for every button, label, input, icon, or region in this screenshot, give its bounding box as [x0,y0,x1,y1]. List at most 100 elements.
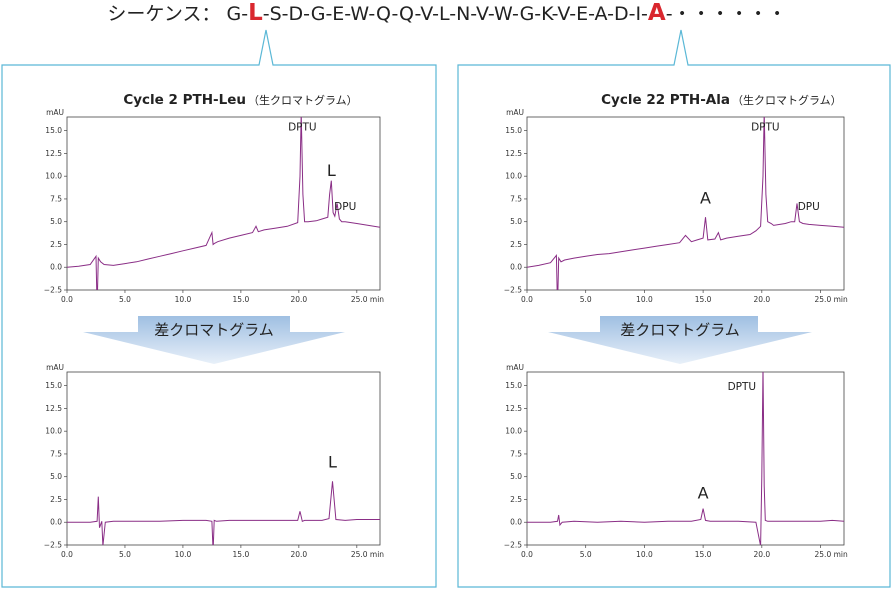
panel-frame-right [457,29,891,588]
y-tick-label: 15.0 [505,126,522,135]
peak-label: DPU [334,201,356,213]
y-tick-label: 0.0 [50,263,62,272]
y-tick-label: 0.0 [510,518,522,527]
y-tick-label: 15.0 [505,381,522,390]
y-tick-label: −2.5 [44,286,62,295]
y-tick-label: 7.5 [510,449,522,458]
sequence-highlight: L [248,0,263,26]
diff-label-left: 差クロマトグラム [154,321,274,339]
y-tick-label: 2.5 [50,240,62,249]
y-tick-label: 12.5 [45,404,62,413]
y-axis-label: mAU [46,108,64,117]
x-tick-label: 25.0 min [815,550,848,559]
diff-arrow-right-shape [548,316,812,364]
peak-label: DPTU [288,122,317,134]
diff-arrow-left-shape [83,316,345,364]
y-tick-label: 2.5 [510,495,522,504]
y-tick-label: 5.0 [510,217,522,226]
peak-label: L [327,161,336,180]
y-tick-label: 12.5 [45,149,62,158]
y-tick-label: 7.5 [50,194,62,203]
x-tick-label: 15.0 [695,550,712,559]
panel-frame-left [1,29,437,588]
x-tick-label: 10.0 [636,295,653,304]
y-tick-label: 15.0 [45,126,62,135]
y-tick-label: −2.5 [504,286,522,295]
chromatogram-trace [67,481,380,545]
x-tick-label: 10.0 [636,550,653,559]
y-tick-label: 5.0 [50,472,62,481]
y-axis-label: mAU [46,363,64,372]
y-tick-label: 12.5 [505,149,522,158]
chart-cycle2-diff: mAU−2.50.02.55.07.510.012.515.00.0 5.0 10.… [44,363,385,559]
y-tick-label: 5.0 [510,472,522,481]
x-tick-label: 15.0 [695,295,712,304]
sequence-segment: -・・・・・・ [666,3,787,25]
peak-label: L [328,453,337,472]
y-tick-label: 10.0 [45,427,62,436]
y-tick-label: 10.0 [505,427,522,436]
y-tick-label: 15.0 [45,381,62,390]
chromatogram-trace [527,117,844,290]
y-tick-label: 5.0 [50,217,62,226]
x-tick-label: 0.0 [61,295,73,304]
plot-area [526,371,845,546]
x-tick-label: 0.0 [61,550,73,559]
y-axis-label: mAU [506,108,524,117]
y-tick-label: 12.5 [505,404,522,413]
y-axis-label: mAU [506,363,524,372]
diff-arrow-right: 差クロマトグラム [548,316,812,364]
x-tick-label: 10.0 [175,295,192,304]
y-tick-label: 0.0 [510,263,522,272]
y-tick-label: 0.0 [50,518,62,527]
y-tick-label: −2.5 [504,541,522,550]
x-tick-label: 5.0 [580,550,592,559]
x-tick-label: 25.0 min [815,295,848,304]
y-tick-label: 2.5 [50,495,62,504]
panel-title-note-left: （生クロマトグラム） [248,93,358,107]
chart-cycle22-diff: mAU−2.50.02.55.07.510.012.515.00.0 5.0 10.… [504,363,848,559]
x-tick-label: 5.0 [119,550,131,559]
x-tick-label: 25.0 min [351,550,384,559]
x-tick-label: 0.0 [521,295,533,304]
x-tick-label: 15.0 [233,295,250,304]
x-tick-label: 25.0 min [351,295,384,304]
plot-area [66,116,381,291]
x-tick-label: 15.0 [233,550,250,559]
sequence-highlight: A [648,0,666,26]
panel-title-right: Cycle 22 PTH-Ala [601,92,730,108]
x-tick-label: 5.0 [580,295,592,304]
panel-title-left: Cycle 2 PTH-Leu [123,92,246,108]
plot-area [66,371,381,546]
panel-title-note-right: （生クロマトグラム） [732,93,842,107]
sequence-segment: -S-D-G-E-W-Q-Q-V-L-N-V-W-G-K-V-E-A-D-I- [263,3,648,25]
y-tick-label: 10.0 [505,172,522,181]
chromatogram-trace [527,372,844,545]
y-tick-label: 10.0 [45,172,62,181]
x-tick-label: 5.0 [119,295,131,304]
x-tick-label: 10.0 [175,550,192,559]
diff-arrow-left: 差クロマトグラム [83,316,345,364]
y-tick-label: 7.5 [510,194,522,203]
x-tick-label: 20.0 [753,295,770,304]
peak-label: A [700,189,711,208]
x-tick-label: 0.0 [521,550,533,559]
x-tick-label: 20.0 [291,295,308,304]
sequence-segment: G- [227,3,249,25]
peak-label: DPTU [751,122,780,134]
sequence-line: シーケンス： G-L-S-D-G-E-W-Q-Q-V-L-N-V-W-G-K-V… [107,0,786,26]
chart-cycle22-raw: mAU−2.50.02.55.07.510.012.515.00.0 5.0 10.… [504,108,848,304]
y-tick-label: 2.5 [510,240,522,249]
plot-area [526,116,845,291]
y-tick-label: −2.5 [44,541,62,550]
peak-label: DPU [798,201,820,213]
x-tick-label: 20.0 [291,550,308,559]
y-tick-label: 7.5 [50,449,62,458]
diff-label-right: 差クロマトグラム [620,321,740,339]
sequence-prefix: シーケンス： [107,3,220,25]
chart-cycle2-raw: mAU−2.50.02.55.07.510.012.515.00.0 5.0 10.… [44,108,385,304]
x-tick-label: 20.0 [753,550,770,559]
peak-label: A [698,484,709,503]
chromatogram-trace [67,117,380,290]
